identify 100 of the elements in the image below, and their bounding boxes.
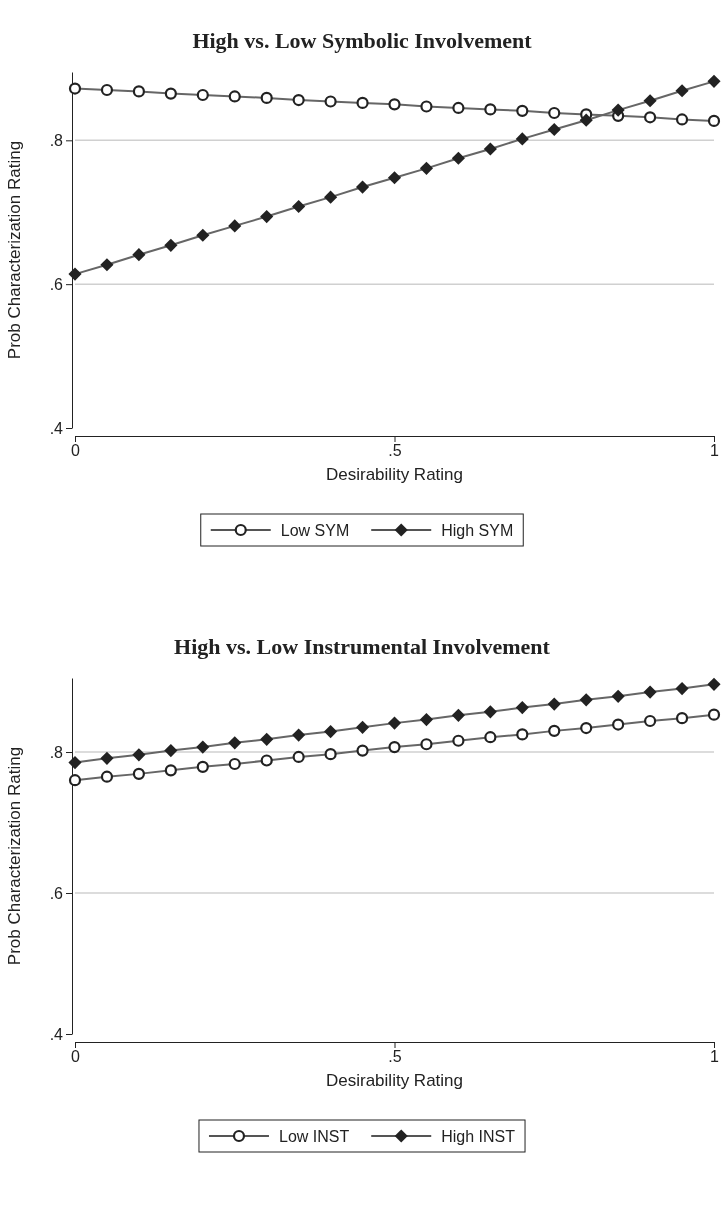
y-tick-label: .6 <box>49 275 64 293</box>
point <box>292 750 305 764</box>
point <box>419 713 434 727</box>
point <box>484 731 497 744</box>
point <box>324 190 338 204</box>
point <box>452 101 465 115</box>
point <box>228 219 242 233</box>
point <box>100 83 114 97</box>
legend-label: Low INST <box>278 1128 350 1145</box>
point <box>132 748 146 762</box>
point <box>260 754 273 767</box>
point <box>356 96 369 110</box>
point <box>612 718 625 731</box>
point <box>548 724 561 737</box>
x-tick-label: .5 <box>388 442 402 460</box>
point <box>324 748 337 761</box>
point <box>580 721 593 735</box>
point <box>164 238 178 252</box>
y-tick-label: .8 <box>49 131 64 149</box>
point <box>611 103 625 117</box>
point <box>355 720 370 734</box>
point <box>451 151 465 165</box>
point <box>68 82 82 95</box>
point <box>707 708 721 721</box>
point <box>451 708 465 722</box>
point <box>707 74 721 88</box>
point <box>420 738 433 751</box>
point <box>100 258 114 272</box>
point <box>707 677 721 691</box>
point <box>516 728 529 741</box>
y-axis-title: Prob Characterization Rating <box>5 140 24 360</box>
point <box>515 132 529 146</box>
y-tick-label: .6 <box>49 884 64 902</box>
y-axis-title: Prob Characterization Rating <box>5 746 24 966</box>
x-axis-title: Desirability Rating <box>326 465 463 484</box>
point <box>611 689 625 703</box>
point <box>547 697 561 711</box>
point <box>675 712 689 725</box>
point <box>483 142 497 156</box>
x-axis-title: Desirability Rating <box>326 1071 463 1090</box>
legend-label: Low SYM <box>280 522 350 539</box>
point <box>100 770 114 783</box>
point <box>196 740 210 754</box>
point <box>324 725 338 739</box>
point <box>387 716 402 730</box>
x-tick-label: 1 <box>710 442 720 460</box>
point <box>547 122 561 137</box>
point <box>643 94 657 108</box>
x-tick-label: 0 <box>71 442 81 460</box>
point <box>324 95 337 108</box>
x-tick-label: .5 <box>388 1048 402 1066</box>
point <box>68 774 82 787</box>
point <box>643 685 657 699</box>
point <box>548 106 561 120</box>
point <box>68 267 82 281</box>
point <box>228 90 241 103</box>
chart-title: High vs. Low Instrumental Involvement <box>174 634 551 659</box>
y-tick-label: .4 <box>49 419 64 437</box>
point <box>355 180 370 194</box>
point <box>68 756 82 770</box>
point <box>388 98 401 111</box>
point <box>260 91 273 104</box>
y-tick-label: .8 <box>49 743 64 761</box>
point <box>579 113 593 127</box>
x-tick-label: 0 <box>71 1048 81 1066</box>
point <box>196 760 209 773</box>
point <box>132 85 145 98</box>
point <box>196 88 209 102</box>
point <box>579 693 593 707</box>
point <box>515 701 529 715</box>
point <box>420 100 433 113</box>
x-tick-label: 1 <box>710 1048 720 1066</box>
point <box>356 744 369 757</box>
legend-label: High SYM <box>441 522 514 539</box>
point <box>164 744 178 758</box>
point <box>260 209 274 224</box>
point <box>228 757 241 771</box>
point <box>644 714 657 728</box>
chart-title: High vs. Low Symbolic Involvement <box>192 28 533 53</box>
point <box>419 161 434 175</box>
point <box>292 93 305 107</box>
y-tick-label: .4 <box>49 1025 64 1043</box>
point <box>675 682 689 696</box>
point <box>644 111 657 124</box>
point <box>484 103 497 116</box>
point <box>452 734 465 747</box>
point <box>675 84 689 98</box>
point <box>132 767 145 780</box>
point <box>260 732 274 746</box>
point <box>388 740 401 754</box>
point <box>707 114 721 128</box>
point <box>675 113 689 126</box>
point <box>516 104 529 117</box>
point <box>196 228 210 242</box>
point <box>483 705 497 719</box>
legend-label: High INST <box>441 1128 516 1145</box>
point <box>100 751 114 765</box>
point <box>387 171 402 185</box>
point <box>292 199 306 214</box>
point <box>228 736 242 750</box>
